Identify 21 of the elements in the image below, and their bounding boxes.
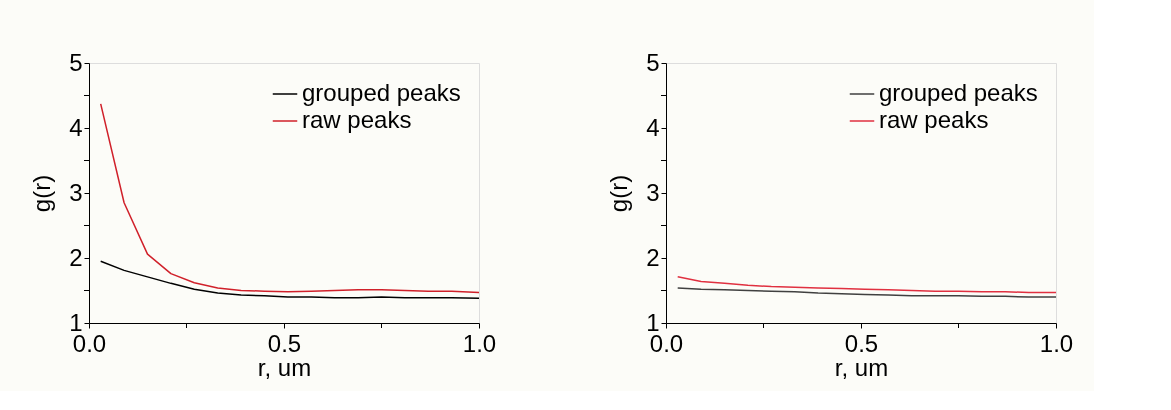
legend-label: raw peaks bbox=[302, 106, 412, 133]
y-tick-label: 4 bbox=[646, 113, 660, 141]
legend-label: raw peaks bbox=[879, 106, 989, 133]
y-axis-title: g(r) bbox=[605, 174, 633, 213]
x-tick-label: 1.0 bbox=[462, 329, 497, 357]
line-series bbox=[676, 287, 1057, 298]
legend-label: grouped peaks bbox=[302, 79, 461, 106]
y-tick-label: 5 bbox=[646, 48, 660, 76]
y-tick-label: 3 bbox=[646, 178, 660, 206]
x-tick-label: 1.0 bbox=[1039, 329, 1074, 357]
line-series bbox=[676, 276, 1057, 294]
y-tick-label: 3 bbox=[69, 178, 83, 206]
y-tick-label: 2 bbox=[69, 243, 83, 271]
y-tick-label: 4 bbox=[69, 113, 83, 141]
legend-label: grouped peaks bbox=[879, 79, 1038, 106]
y-tick-label: 1 bbox=[646, 308, 660, 336]
y-axis-title: g(r) bbox=[28, 174, 56, 213]
y-tick-label: 1 bbox=[69, 308, 83, 336]
y-tick-label: 5 bbox=[69, 48, 83, 76]
line-series bbox=[99, 260, 480, 300]
y-tick-label: 2 bbox=[646, 243, 660, 271]
